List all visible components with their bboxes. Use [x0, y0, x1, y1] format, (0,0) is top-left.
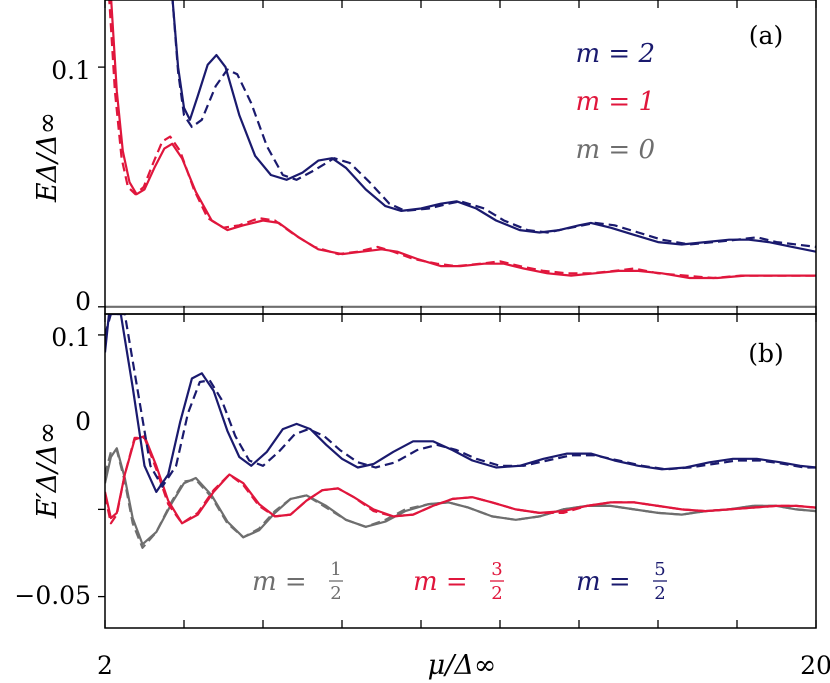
panel-b-frame	[104, 313, 817, 629]
panel-b-series-m-5-2-solid	[105, 314, 816, 493]
panel-a-series-m-1-dashed	[108, 0, 816, 280]
panel-b-series-m-3-2-solid	[105, 435, 816, 525]
panel-a-y-ticks	[98, 66, 105, 308]
panel-a-x-ticks	[104, 0, 817, 314]
panel-b-ytick-label-2: 0.1	[51, 323, 91, 352]
legend-b-m-half: m = 1 2	[252, 559, 343, 604]
panel-b: (b) −0.05 0 0.1 E′Δ/Δ∞ m = 1 2 m = 3 2 m…	[14, 313, 817, 629]
panel-b-y-axis-title: E′Δ/Δ∞	[32, 422, 63, 519]
legend-b-m-three-half-prefix: m =	[413, 567, 468, 597]
panel-b-y-ticks	[98, 334, 105, 598]
panel-a-y-axis-title: EΔ/Δ∞	[32, 112, 63, 203]
legend-b-m-five-half-prefix: m =	[576, 567, 631, 597]
panel-b-series-m-3-2-dashed	[105, 436, 816, 525]
panel-b-ytick-label-0: −0.05	[14, 581, 91, 610]
legend-b-m-half-den: 2	[330, 583, 341, 604]
legend-b-m-half-num: 1	[330, 559, 341, 580]
legend-a-m1: m = 1	[575, 87, 655, 117]
panel-a-label: (a)	[749, 21, 783, 50]
panel-b-ytick-label-1: 0	[75, 407, 91, 436]
x-tick-label-min: 2	[97, 651, 113, 680]
x-axis-title: μ/Δ∞	[428, 650, 497, 681]
x-tick-label-max: 20	[800, 651, 830, 680]
legend-b-m-five-half: m = 5 2	[576, 559, 667, 604]
panel-b-series-m-1-2-dashed	[105, 449, 816, 549]
legend-a-m2: m = 2	[575, 39, 655, 69]
panel-a: (a) 0 0.1 EΔ/Δ∞ m = 2 m = 1 m = 0	[32, 0, 817, 316]
panel-a-series-m-2-dashed	[171, 0, 816, 248]
panel-a-ytick-label-1: 0.1	[51, 56, 91, 85]
panel-b-x-ticks	[104, 314, 817, 628]
legend-a-m0: m = 0	[575, 135, 655, 165]
legend-b-m-half-prefix: m =	[252, 567, 307, 597]
panel-b-series-m-5-2-dashed	[105, 314, 816, 488]
legend-b-m-three-half-num: 3	[491, 559, 502, 580]
legend-b-m-five-half-den: 2	[654, 583, 665, 604]
panel-a-series-m-1-solid	[110, 0, 816, 280]
legend-b-m-five-half-num: 5	[654, 559, 665, 580]
panel-a-ytick-label-0: 0	[75, 287, 91, 316]
legend-b-m-three-half: m = 3 2	[413, 559, 504, 604]
panel-b-label: (b)	[748, 339, 784, 368]
panel-a-curves	[105, 0, 816, 308]
panel-b-curves	[105, 314, 816, 549]
legend-b-m-three-half-den: 2	[491, 583, 502, 604]
